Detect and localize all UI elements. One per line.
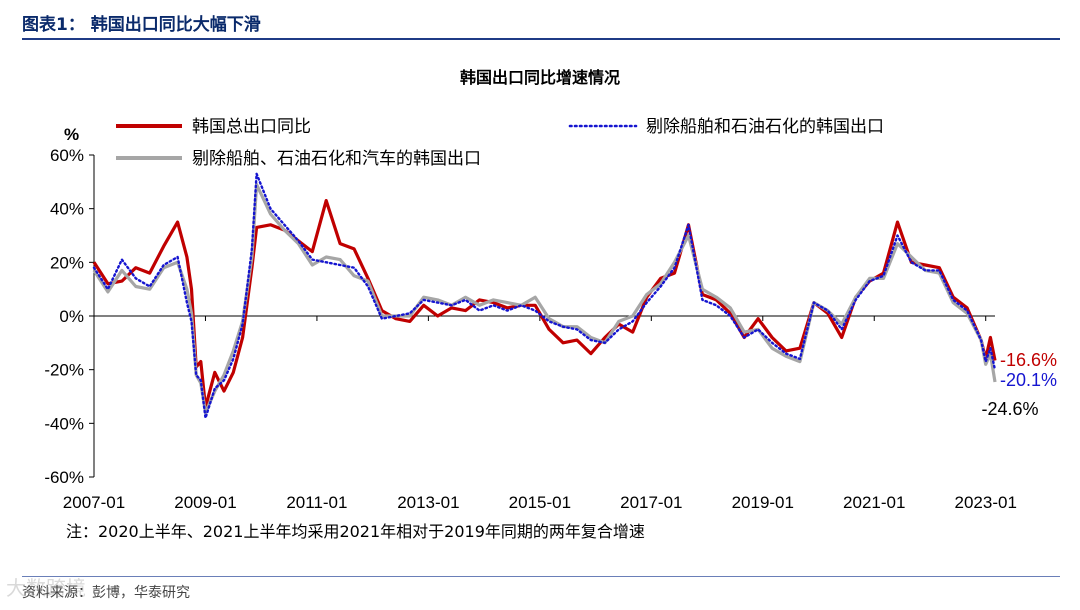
x-tick-label: 2017-01	[620, 493, 682, 512]
x-tick-label: 2021-01	[843, 493, 905, 512]
end-label-group: -16.6%-20.1% -24.6%	[981, 350, 1057, 419]
end-value-label-1: -16.6%	[1000, 350, 1057, 370]
y-tick-label: 0%	[59, 307, 84, 326]
x-tick-label: 2013-01	[397, 493, 459, 512]
chart-note: 注：2020上半年、2021上半年均采用2021年相对于2019年同期的两年复合…	[66, 522, 645, 541]
x-tick-label: 2015-01	[509, 493, 571, 512]
series-line-2	[92, 172, 997, 420]
line-chart: -60%-40%-20%0%20%40%60% 2007-01 2009-01 20…	[44, 117, 1057, 512]
y-tick-label: -20%	[44, 361, 84, 380]
chart-title: 韩国出口同比增速情况	[459, 68, 620, 87]
series-group	[92, 172, 997, 420]
y-tick-label: 20%	[50, 253, 84, 272]
footer-rule	[22, 576, 1060, 577]
series-line-1	[92, 199, 997, 409]
x-tick-label: 2009-01	[174, 493, 236, 512]
end-value-label-3: -24.6%	[981, 399, 1038, 419]
x-tick-group: 2007-01 2009-01 2011-01 2013-01 2015-01 2017-…	[63, 316, 1017, 512]
x-tick-label: 2019-01	[732, 493, 794, 512]
y-tick-label: -40%	[44, 414, 84, 433]
source-text: 资料来源：彭博，华泰研究	[22, 585, 190, 601]
y-tick-label: -60%	[44, 468, 84, 487]
y-tick-label: 40%	[50, 200, 84, 219]
y-tick-group: -60% -40% -20% 0% 20% 40% 60%	[44, 146, 94, 487]
y-axis-unit-label: %	[64, 125, 79, 144]
figure-header: 图表1： 韩国出口同比大幅下滑	[22, 15, 261, 35]
x-tick-label: 2023-01	[955, 493, 1017, 512]
x-tick-label: 2011-01	[286, 493, 347, 512]
legend-label-1: 韩国总出口同比	[192, 117, 311, 137]
legend-label-3: 剔除船舶、石油石化和汽车的韩国出口	[192, 149, 481, 169]
watermark: 大数跨境	[6, 576, 86, 600]
end-value-label-2: -20.1%	[1000, 370, 1057, 390]
y-tick-label: 60%	[50, 146, 84, 165]
x-tick-label: 2007-01	[63, 493, 125, 512]
header-rule	[22, 38, 1060, 40]
legend-label-2: 剔除船舶和石油石化的韩国出口	[646, 117, 884, 137]
